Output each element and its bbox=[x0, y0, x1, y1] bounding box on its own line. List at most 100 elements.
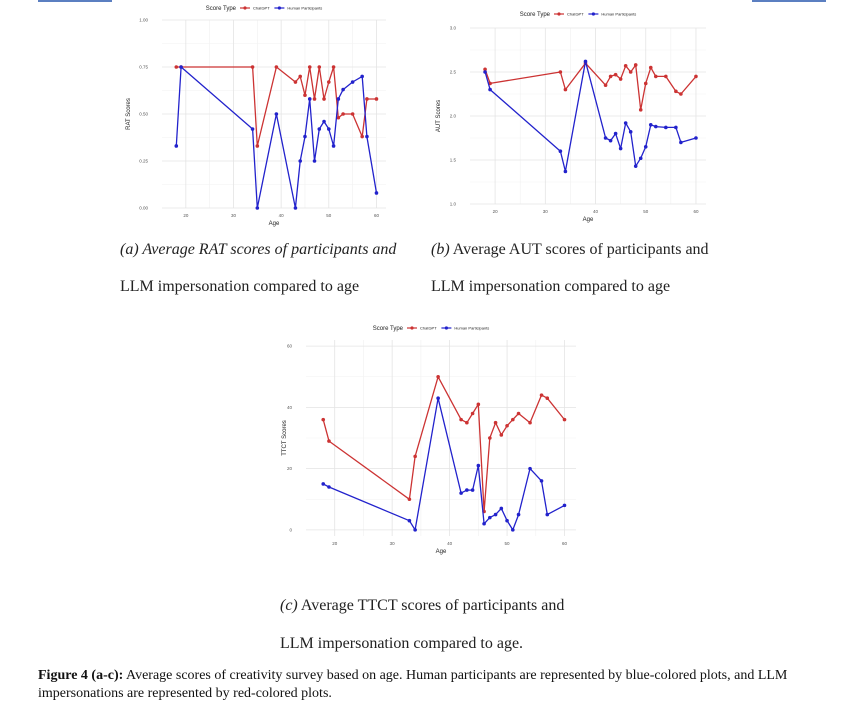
chart1-series-1-point bbox=[653, 124, 658, 129]
chart0-series-0-point bbox=[174, 65, 179, 69]
chart1-ytick-label: 2.0 bbox=[450, 114, 457, 119]
chart2-ytick-label: 20 bbox=[287, 466, 293, 471]
chart0-series-1-point bbox=[174, 144, 179, 148]
chart2-series-0-point bbox=[545, 396, 550, 400]
chart1-legend-label-1: Human Participants bbox=[601, 12, 636, 17]
chart0-series-1-point bbox=[312, 159, 317, 163]
chart2-series-0-point bbox=[539, 393, 544, 397]
chart2-xtick-label: 40 bbox=[447, 541, 453, 546]
chart1-series-1-point bbox=[613, 131, 618, 136]
chart0-legend-key-point-0 bbox=[243, 6, 247, 10]
chart1-ytick-label: 1.0 bbox=[450, 202, 457, 207]
chart1-series-0-point bbox=[664, 74, 668, 79]
chart2-series-1-point bbox=[528, 466, 532, 471]
chart2-series-1-point bbox=[476, 463, 481, 468]
chart1-series-1-point bbox=[633, 164, 638, 168]
chart2-legend-label-1: Human Participants bbox=[454, 326, 489, 331]
chart0-series-1-point bbox=[317, 127, 322, 131]
chart0-series-1-point bbox=[307, 97, 312, 101]
chart0-ytick-label: 0.75 bbox=[139, 65, 148, 70]
caption-b-line2: LLM impersonation compared to age bbox=[431, 278, 671, 295]
caption-a-line1: (a) Average RAT scores of participants a… bbox=[120, 241, 396, 259]
chart0-series-1-point bbox=[274, 112, 279, 116]
chart0-series-1-point bbox=[255, 206, 260, 210]
chart0-xtick-label: 60 bbox=[374, 213, 380, 218]
caption-c-line2: LLM impersonation compared to age. bbox=[280, 635, 524, 652]
ttct-scores-chart: 20 30 40 50 60 0 20 40 60 Age TTCT Scores Score Typ… bbox=[282, 326, 576, 555]
chart1-series-1-point bbox=[623, 121, 628, 125]
chart1-series-0-point bbox=[608, 74, 613, 79]
chart0-series-1-point bbox=[331, 144, 336, 148]
chart1-yaxis-label: AUT Scores bbox=[436, 100, 442, 132]
figure-caption: Figure 4 (a-c): Average scores of creati… bbox=[38, 667, 838, 703]
caption-b-label: (b) bbox=[431, 241, 450, 258]
chart1-xtick-label: 50 bbox=[643, 209, 649, 214]
chart1-legend-label-0: ChatGPT bbox=[567, 12, 584, 17]
chart1-legend-title: Score Type bbox=[520, 12, 551, 18]
chart0-series-1-point bbox=[336, 97, 341, 101]
chart0-xtick-label: 50 bbox=[326, 213, 332, 218]
chart1-xtick-label: 30 bbox=[543, 209, 549, 214]
chart2-series-0-point bbox=[476, 402, 481, 407]
chart2-series-1-point bbox=[488, 515, 492, 520]
chart1-series-1-point bbox=[483, 70, 487, 74]
chart1-ytick-label: 2.5 bbox=[450, 70, 457, 75]
chart0-series-1-point bbox=[179, 65, 183, 69]
chart0-series-0-point bbox=[274, 65, 279, 69]
chart2-series-0-point bbox=[499, 433, 504, 437]
chart2-series-1-point bbox=[511, 528, 515, 532]
chart1-xtick-label: 40 bbox=[593, 209, 599, 214]
chart0-series-0-point bbox=[255, 144, 260, 148]
chart0-series-line-1 bbox=[175, 66, 378, 209]
chart0-ytick-label: 0.50 bbox=[139, 112, 148, 117]
chart2-series-0-point bbox=[407, 497, 412, 502]
chart2-series-0-point bbox=[413, 454, 417, 459]
chart1-series-0-point bbox=[679, 92, 683, 96]
chart0-series-0-point bbox=[303, 93, 307, 97]
chart1-series-1-point bbox=[638, 156, 643, 161]
chart2-series-0-point bbox=[488, 436, 492, 440]
chart2-series-0-point bbox=[327, 439, 331, 443]
chart2-legend-key-point-1 bbox=[444, 326, 448, 330]
chart2-xtick-label: 20 bbox=[332, 541, 338, 546]
chart0-series-0-point bbox=[307, 65, 312, 69]
chart0-yaxis-label: RAT Scores bbox=[126, 98, 132, 130]
chart1-series-0-point bbox=[628, 70, 633, 74]
chart0-series-1-point bbox=[365, 134, 369, 139]
figure-caption-text: Average scores of creativity survey base… bbox=[38, 668, 788, 701]
chart0-series-0-point bbox=[374, 97, 379, 101]
chart1-xtick-label: 60 bbox=[693, 209, 699, 214]
chart2-yaxis-label: TTCT Scores bbox=[282, 420, 288, 456]
chart1-series-1-point bbox=[603, 136, 608, 140]
chart2-ytick-label: 40 bbox=[287, 405, 293, 410]
chart2-series-1-point bbox=[327, 485, 331, 489]
chart2-series-1-point bbox=[407, 518, 412, 523]
chart1-series-1-point bbox=[679, 140, 683, 145]
chart0-series-0-point bbox=[312, 97, 317, 101]
chart1-series-1-point bbox=[583, 59, 588, 64]
chart0-series-0-point bbox=[336, 115, 341, 120]
chart0-series-1-point bbox=[327, 127, 331, 131]
chart1-series-1-point bbox=[608, 138, 613, 143]
chart1-series-0-point bbox=[633, 63, 638, 67]
chart2-series-1-point bbox=[499, 506, 504, 511]
chart1-series-1-point bbox=[664, 125, 668, 130]
chart0-series-1-point bbox=[322, 119, 326, 124]
chart2-series-0-point bbox=[505, 423, 509, 428]
chart1-series-0-point bbox=[563, 87, 568, 92]
chart2-series-0-point bbox=[528, 420, 532, 425]
chart0-series-0-point bbox=[298, 74, 303, 79]
chart0-series-1-point bbox=[341, 87, 345, 92]
caption-a-text: Average RAT scores of participants and bbox=[138, 241, 397, 258]
chart0-series-1-point bbox=[350, 80, 355, 84]
chart1-ytick-label: 3.0 bbox=[450, 26, 457, 31]
chart0-series-0-point bbox=[317, 65, 322, 69]
chart2-series-1-point bbox=[493, 512, 498, 517]
chart1-series-1-point bbox=[488, 87, 492, 92]
chart2-series-1-point bbox=[482, 521, 486, 526]
chart0-series-0-point bbox=[350, 112, 355, 116]
chart2-series-0-point bbox=[436, 374, 440, 379]
chart2-series-0-point bbox=[459, 417, 463, 422]
chart2-series-1-point bbox=[516, 512, 521, 517]
chart1-series-0-point bbox=[653, 74, 658, 79]
